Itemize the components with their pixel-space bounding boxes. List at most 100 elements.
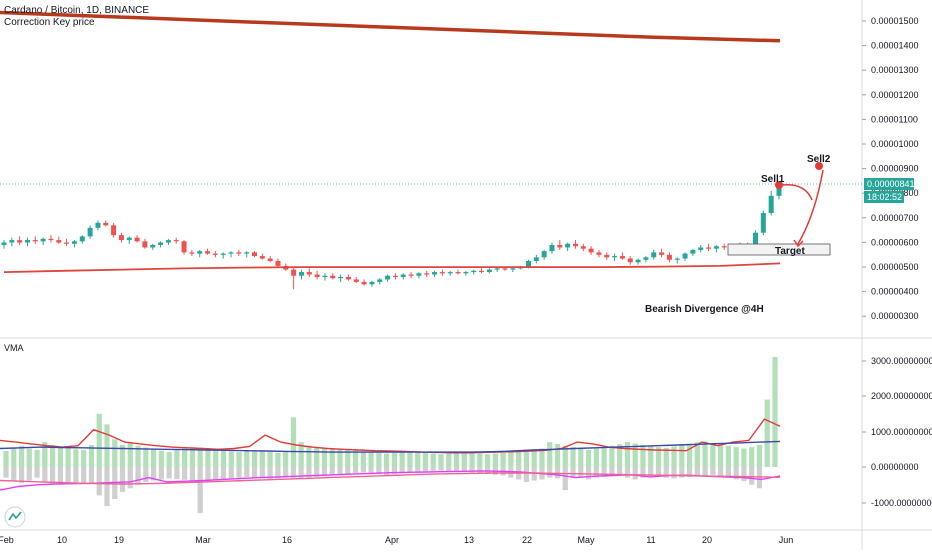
volume-bar-up	[283, 452, 289, 467]
volume-bar-up	[772, 356, 778, 467]
volume-bar-up	[267, 452, 273, 467]
volume-bar-down	[189, 467, 196, 482]
candle-body	[205, 251, 211, 254]
candle-body	[604, 254, 610, 258]
price-axis-label: 0.00001100	[871, 114, 918, 124]
volume-bar-up	[321, 447, 328, 467]
volume-bar-up	[756, 444, 763, 467]
volume-bar-down	[360, 467, 366, 473]
candle-body	[627, 258, 633, 263]
candle-body	[220, 253, 226, 255]
volume-bar-up	[547, 442, 553, 467]
candle-body	[24, 240, 30, 243]
countdown-value: 18:02:52	[867, 192, 902, 202]
volume-bar-down	[686, 467, 693, 477]
candle-body	[690, 249, 696, 254]
volume-bar-down	[578, 467, 584, 477]
candle-body	[612, 256, 618, 258]
volume-bar-down	[205, 467, 211, 482]
volume-bar-down	[710, 467, 716, 475]
candle-body	[165, 240, 171, 243]
sell1-marker[interactable]	[775, 181, 783, 189]
time-axis-label: May	[577, 535, 595, 545]
volume-bar-down	[430, 467, 436, 471]
price-axis-label: 0.00000700	[871, 213, 919, 223]
divergence-annotation: Bearish Divergence @4H	[645, 304, 764, 315]
volume-bar-up	[127, 442, 133, 467]
volume-bar-down	[174, 467, 180, 480]
volume-bar-up	[135, 445, 141, 467]
time-axis-label: 22	[522, 535, 532, 545]
candle-body	[314, 274, 320, 277]
volume-bar-down	[547, 467, 553, 478]
volume-bar-down	[694, 467, 700, 477]
volume-bar-down	[135, 467, 141, 485]
candle-body	[502, 268, 508, 270]
volume-bar-down	[570, 467, 576, 478]
volume-bar-down	[213, 467, 219, 481]
time-axis-label: Feb	[0, 535, 14, 545]
volume-bar-up	[220, 450, 227, 467]
volume-bar-up	[671, 446, 677, 467]
volume-bar-down	[679, 467, 685, 478]
volume-bar-up	[166, 452, 172, 467]
candle-body	[236, 252, 242, 254]
volume-bar-up	[632, 443, 638, 467]
volume-bar-down	[26, 467, 32, 481]
tradingview-logo[interactable]	[4, 506, 26, 528]
volume-bar-down	[702, 467, 708, 476]
volume-bar-down	[96, 467, 102, 496]
volume-bar-down	[725, 467, 731, 478]
candle-body	[682, 253, 688, 259]
volume-bar-up	[484, 454, 491, 467]
sell2-marker[interactable]	[815, 162, 823, 170]
volume-bar-up	[50, 444, 56, 467]
volume-bar-down	[306, 467, 312, 478]
volume-bar-down	[640, 467, 646, 478]
volume-bar-down	[81, 467, 87, 483]
volume-bar-up	[415, 452, 421, 467]
volume-bar-down	[663, 467, 669, 478]
volume-bar-up	[640, 444, 646, 467]
volume-bar-up	[158, 450, 164, 467]
volume-bar-up	[182, 448, 188, 467]
time-axis-label: Jun	[779, 535, 794, 545]
volume-bar-down	[251, 467, 258, 478]
volume-bar-up	[3, 451, 9, 467]
candle-body	[32, 240, 38, 242]
candle-body	[674, 258, 680, 260]
volume-bar-down	[632, 467, 638, 480]
volume-bar-up	[65, 447, 71, 467]
candle-body	[298, 272, 304, 276]
volume-bar-down	[741, 467, 747, 482]
volume-bar-down	[438, 467, 444, 471]
candle-body	[525, 260, 531, 268]
volume-bar-up	[648, 446, 654, 467]
volume-bar-up	[663, 447, 669, 467]
candle-body	[126, 237, 132, 241]
sell-arrow-curve	[782, 184, 813, 201]
candle-body	[424, 273, 430, 275]
volume-bar-down	[314, 467, 320, 477]
volume-bar-up	[710, 442, 716, 467]
target-box[interactable]	[727, 243, 831, 256]
volume-bar-down	[601, 467, 607, 477]
candle-body	[322, 275, 328, 277]
volume-bar-down	[290, 467, 297, 479]
candle-body	[377, 279, 383, 282]
volume-bar-up	[73, 449, 79, 467]
volume-bar-up	[624, 442, 631, 467]
volume-bar-up	[352, 450, 359, 467]
volume-bar-up	[251, 450, 258, 467]
volume-bar-down	[446, 467, 452, 471]
candle-body	[760, 213, 766, 233]
vma-axis-label: 1000.00000000	[871, 427, 932, 437]
volume-bar-up	[438, 454, 444, 467]
volume-bar-up	[119, 444, 126, 467]
volume-bar-up	[601, 447, 607, 467]
time-axis-label: 13	[464, 535, 474, 545]
volume-bar-up	[345, 449, 351, 467]
volume-bar-up	[686, 443, 693, 467]
volume-bar-up	[554, 443, 561, 467]
